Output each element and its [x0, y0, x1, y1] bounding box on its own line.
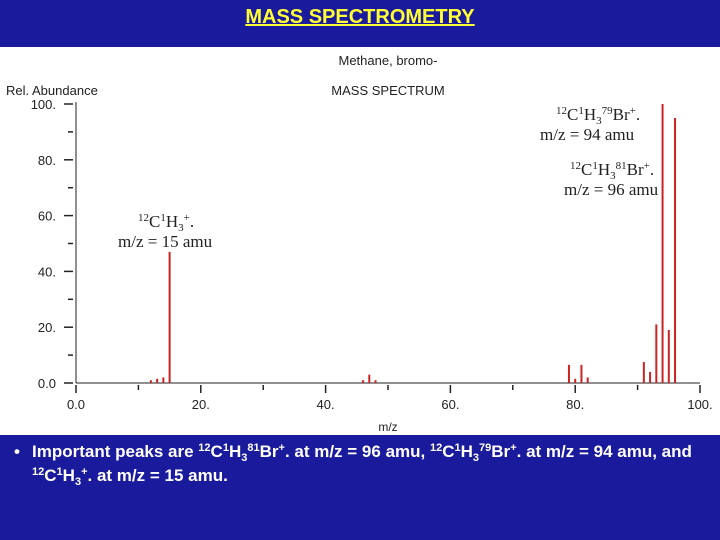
y-tick-label: 100.: [31, 97, 56, 112]
bullet-dot-icon: •: [14, 442, 20, 461]
slide-title: MASS SPECTROMETRY: [245, 6, 475, 28]
annotation-peak-94: 12C1H379Br+. m/z = 94 amu: [540, 105, 641, 144]
y-tick-label: 60.: [38, 209, 56, 224]
bullet-item: • Important peaks are 12C1H381Br+. at m/…: [14, 440, 710, 488]
y-axis-label: Rel. Abundance: [6, 83, 98, 98]
chart-subtitle: MASS SPECTRUM: [331, 83, 444, 98]
x-tick-label: 100.: [687, 397, 712, 412]
bullet-text: Important peaks are 12C1H381Br+. at m/z …: [32, 442, 692, 488]
x-tick-label: 20.: [192, 397, 210, 412]
y-tick-label: 0.0: [38, 376, 56, 391]
x-tick-label: 40.: [317, 397, 335, 412]
y-tick-label: 20.: [38, 320, 56, 335]
x-axis-label: m/z: [378, 420, 397, 434]
chart-title: Methane, bromo-: [339, 53, 438, 68]
y-tick-label: 80.: [38, 153, 56, 168]
annotation-peak-96: 12C1H381Br+. m/z = 96 amu: [564, 160, 659, 199]
annotation-peak-15: 12C1H3+. m/z = 15 amu: [118, 212, 213, 251]
y-tick-label: 40.: [38, 264, 56, 279]
x-tick-label: 0.0: [67, 397, 85, 412]
x-tick-label: 60.: [441, 397, 459, 412]
mass-spectrum-figure: Methane, bromo- MASS SPECTRUM Rel. Abundan…: [0, 47, 720, 435]
x-tick-label: 80.: [566, 397, 584, 412]
mass-spectrum-chart: Methane, bromo- MASS SPECTRUM Rel. Abundan…: [6, 53, 713, 434]
